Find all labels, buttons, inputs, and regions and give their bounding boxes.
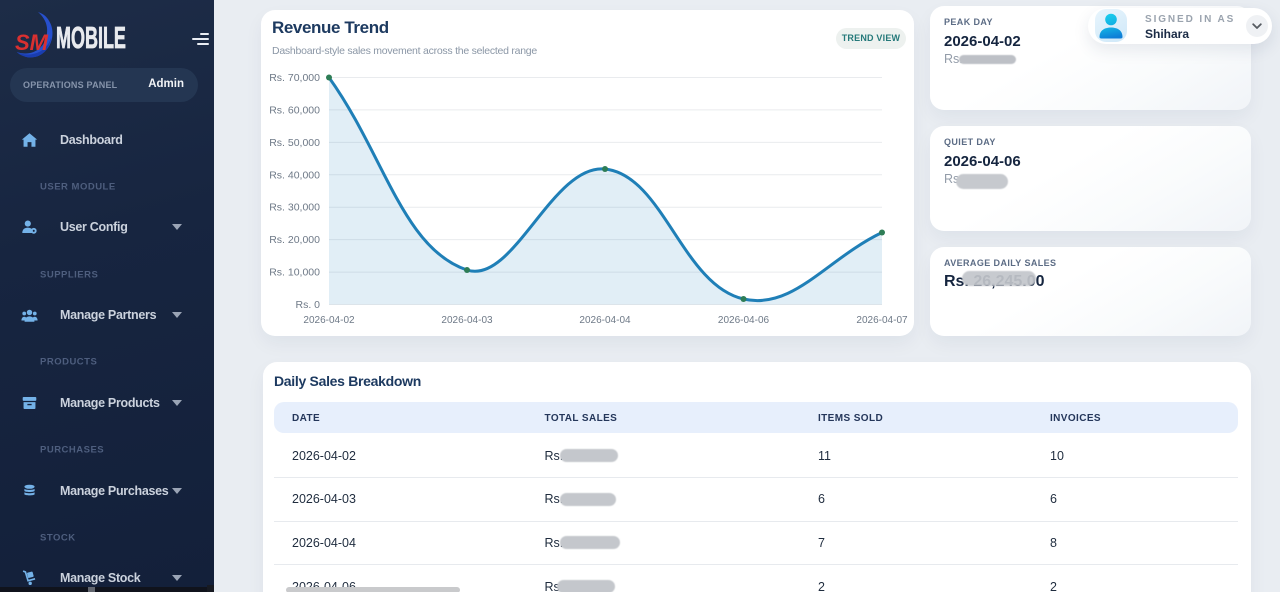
svg-text:Rs. 10,000: Rs. 10,000	[269, 267, 320, 279]
svg-text:2026-04-04: 2026-04-04	[579, 315, 631, 326]
svg-text:2026-04-03: 2026-04-03	[441, 315, 493, 326]
svg-text:2026-04-06: 2026-04-06	[718, 315, 770, 326]
svg-text:Rs. 50,000: Rs. 50,000	[269, 137, 320, 149]
svg-text:Rs. 30,000: Rs. 30,000	[269, 202, 320, 214]
svg-text:Rs. 70,000: Rs. 70,000	[269, 72, 320, 84]
svg-text:Rs. 20,000: Rs. 20,000	[269, 234, 320, 246]
svg-text:2026-04-07: 2026-04-07	[856, 315, 908, 326]
svg-text:Rs. 40,000: Rs. 40,000	[269, 169, 320, 181]
svg-text:2026-04-02: 2026-04-02	[303, 315, 355, 326]
svg-text:Rs. 60,000: Rs. 60,000	[269, 104, 320, 116]
svg-text:Rs. 0: Rs. 0	[295, 299, 320, 311]
